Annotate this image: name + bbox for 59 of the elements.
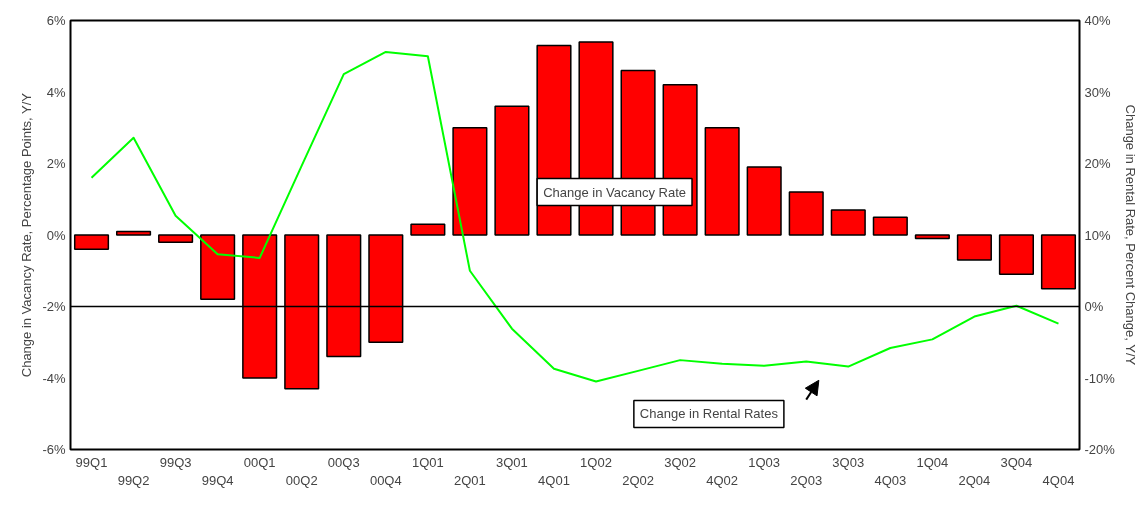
- bar: [158, 234, 194, 243]
- y-tick-label: 6%: [46, 13, 66, 28]
- x-tick-label: 1Q03: [748, 454, 781, 470]
- x-tick-label: 4Q04: [1042, 472, 1075, 488]
- x-tick-label: 2Q02: [622, 472, 654, 488]
- x-tick-label: 99Q3: [159, 454, 192, 470]
- bar: [410, 223, 446, 236]
- x-tick-label: 3Q02: [664, 454, 697, 470]
- bar: [200, 234, 236, 301]
- y-tick-label: 4%: [46, 84, 66, 100]
- x-tick-label: 1Q02: [580, 454, 612, 470]
- x-tick-label: 3Q03: [832, 454, 865, 470]
- y2-tick-label: 10%: [1084, 227, 1111, 243]
- x-tick-label: 4Q01: [538, 472, 570, 488]
- y2-tick-label: 30%: [1084, 84, 1111, 100]
- bar: [116, 230, 152, 236]
- bar: [872, 216, 908, 236]
- text: Change in Rental Rates: [639, 406, 779, 422]
- bar: [452, 127, 488, 236]
- x-tick-label: 2Q03: [790, 472, 823, 488]
- x-tick-label: 2Q04: [958, 472, 991, 488]
- bar: [746, 166, 782, 236]
- bar: [704, 127, 740, 236]
- y-axis-title: Change in Vacancy Rate, Percentage Points, Y/Y: [19, 92, 35, 378]
- x-tick-label: 99Q4: [201, 472, 234, 488]
- y2-axis-title: Change in Rental Rate, Percent Change, Y/Y: [1122, 104, 1138, 366]
- series-label: Change in Vacancy Rate: [543, 184, 687, 200]
- x-tick-label: 99Q1: [75, 454, 108, 470]
- x-tick-label: 00Q3: [327, 454, 360, 470]
- y2-tick-label: -10%: [1084, 370, 1116, 386]
- x-tick-label: 2Q01: [453, 472, 486, 488]
- x-tick-label: 1Q01: [411, 454, 444, 470]
- bar: [788, 191, 824, 236]
- y-tick-label: 0%: [46, 227, 66, 243]
- y-tick-label: -4%: [42, 370, 66, 386]
- x-tick-label: 00Q2: [285, 472, 318, 488]
- bar: [73, 234, 110, 251]
- x-tick-label: 4Q02: [706, 472, 739, 488]
- y2-tick-label: -20%: [1084, 442, 1116, 457]
- y-tick-label: 2%: [46, 156, 66, 171]
- x-tick-label: 4Q03: [874, 472, 907, 488]
- bar: [494, 105, 530, 236]
- x-tick-label: 3Q01: [496, 454, 528, 470]
- x-tick-label: 00Q4: [369, 472, 402, 488]
- bar: [830, 209, 866, 236]
- bar: [1040, 234, 1077, 290]
- x-tick-label: 1Q04: [916, 454, 949, 470]
- bar: [956, 234, 992, 261]
- x-tick-label: 99Q2: [117, 472, 150, 488]
- y2-tick-label: 0%: [1084, 299, 1104, 314]
- y2-tick-label: 40%: [1084, 13, 1111, 28]
- x-tick-label: 3Q04: [1000, 454, 1033, 470]
- bar: [914, 234, 950, 240]
- line-series: [90, 50, 1060, 383]
- x-tick-label: 00Q1: [243, 454, 276, 470]
- bar: [998, 234, 1034, 276]
- y-tick-label: -6%: [42, 442, 66, 457]
- y2-tick-label: 20%: [1084, 156, 1111, 171]
- y-tick-label: -2%: [42, 299, 66, 314]
